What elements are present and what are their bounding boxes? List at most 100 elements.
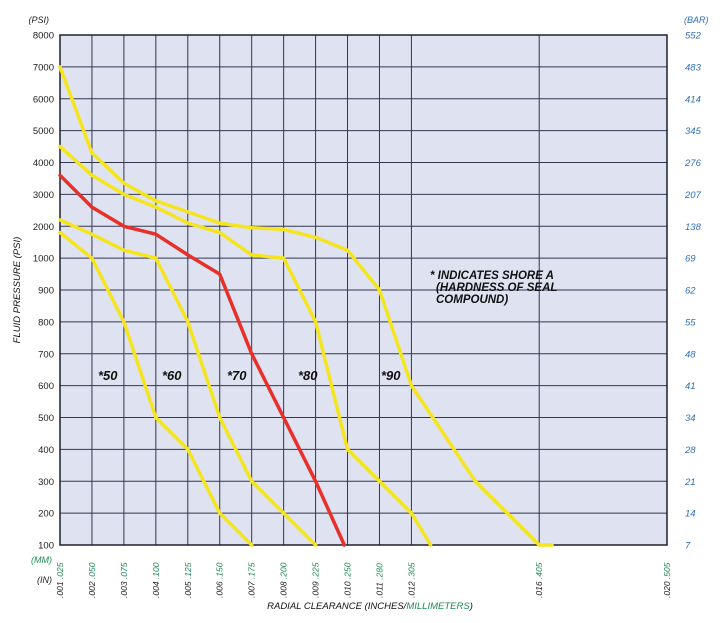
y-tick-label-psi: 8000 [33, 31, 54, 42]
y-tick-label-bar: 483 [685, 62, 702, 73]
x-axis-title-mm: MILLIMETERS [406, 601, 470, 612]
x-tick-inches: .011 [374, 580, 384, 598]
labels-layer: 8000 552 7000 483 6000 414 5000 345 4000 276 3000 2… [33, 31, 702, 599]
series-line-90 [58, 65, 554, 547]
y-tick-label-psi: 700 [38, 349, 54, 360]
x-tick-label: .009 .225 [311, 562, 321, 598]
x-tick-mm: .050 [87, 562, 97, 579]
x-tick-mm: .075 [119, 562, 129, 579]
x-tick-mm: .100 [151, 562, 161, 579]
x-tick-inches: .006 [215, 579, 225, 598]
y-tick-label-psi: 1000 [33, 254, 54, 265]
series-label-80: *80 [298, 368, 318, 383]
x-tick-inches: .002 [87, 579, 97, 598]
x-tick-label: .016 .405 [534, 562, 544, 598]
annotation-line-3: COMPOUND) [436, 294, 508, 306]
x-tick-inches: .005 [183, 579, 193, 598]
plot-frame [59, 34, 668, 546]
y-tick-label-psi: 7000 [33, 62, 54, 73]
y-tick-label-psi: 900 [38, 286, 54, 297]
x-tick-inches: .001 [55, 579, 65, 598]
x-unit-in-label: (IN) [37, 575, 52, 585]
x-tick-mm: .280 [374, 563, 384, 580]
series-label-90: *90 [381, 368, 401, 383]
x-tick-label: .008 .200 [279, 562, 289, 598]
series-label-50: *50 [98, 368, 118, 383]
x-tick-inches: .012 [406, 579, 416, 598]
y-tick-label-psi: 100 [38, 541, 54, 552]
x-tick-label: .011 .280 [374, 563, 384, 598]
y-tick-label-psi: 2000 [33, 222, 54, 233]
x-tick-label: .012 .305 [406, 562, 416, 598]
x-tick-mm: .125 [183, 562, 193, 579]
x-axis-title-prefix: RADIAL CLEARANCE (INCHES/ [267, 601, 408, 612]
x-tick-mm: .505 [662, 562, 672, 579]
y-tick-label-psi: 800 [38, 317, 54, 328]
x-tick-mm: .150 [215, 562, 225, 579]
x-tick-inches: .016 [534, 579, 544, 598]
x-tick-mm: .405 [534, 562, 544, 579]
x-tick-label: .007 .175 [247, 562, 257, 598]
x-axis-title-close: ) [469, 601, 473, 612]
y-tick-label-psi: 500 [38, 413, 54, 424]
x-tick-label: .005 .125 [183, 562, 193, 598]
y-tick-label-bar: 28 [684, 445, 696, 456]
x-axis-title: RADIAL CLEARANCE (INCHES/MILLIMETERS) [267, 601, 473, 612]
x-tick-inches: .020 [662, 579, 672, 598]
y-axis-title: FLUID PRESSURE (PSI) [12, 237, 23, 344]
y-tick-label-psi: 6000 [33, 94, 54, 105]
y-tick-label-bar: 414 [685, 94, 701, 105]
y-tick-label-bar: 34 [685, 413, 696, 424]
x-tick-inches: .010 [343, 579, 353, 598]
x-tick-inches: .009 [311, 579, 321, 598]
grid [59, 34, 668, 546]
y-tick-label-psi: 600 [38, 381, 54, 392]
y-tick-label-bar: 207 [684, 190, 702, 201]
x-tick-mm: .250 [343, 562, 353, 579]
y-tick-label-bar: 21 [684, 477, 696, 488]
y-tick-label-bar: 14 [685, 509, 696, 520]
right-unit-label: (BAR) [684, 15, 709, 25]
left-unit-label: (PSI) [28, 15, 49, 25]
annotation-line-2: (HARDNESS OF SEAL [436, 282, 557, 294]
y-tick-label-bar: 62 [685, 286, 696, 297]
series-layer [58, 65, 554, 547]
x-tick-label: .006 .150 [215, 562, 225, 598]
x-tick-inches: .007 [247, 579, 257, 598]
y-tick-label-bar: 7 [685, 541, 691, 552]
x-tick-label: .004 .100 [151, 562, 161, 598]
y-tick-label-psi: 5000 [33, 126, 54, 137]
y-tick-label-psi: 200 [38, 509, 54, 520]
x-tick-mm: .175 [247, 562, 257, 579]
x-tick-label: .020 .505 [662, 562, 672, 598]
y-tick-label-bar: 276 [684, 158, 702, 169]
y-tick-label-psi: 300 [38, 477, 54, 488]
series-line-60 [58, 218, 318, 547]
y-tick-label-psi: 3000 [33, 190, 54, 201]
series-label-70: *70 [227, 368, 247, 383]
x-tick-inches: .008 [279, 579, 289, 598]
series-line-70 [58, 173, 347, 547]
y-tick-label-bar: 48 [685, 349, 696, 360]
x-tick-label: .010 .250 [343, 562, 353, 598]
y-tick-label-bar: 345 [685, 126, 702, 137]
y-tick-label-psi: 4000 [33, 158, 54, 169]
y-tick-label-bar: 552 [685, 31, 702, 42]
x-tick-inches: .004 [151, 579, 161, 598]
x-unit-mm-label: (MM) [31, 555, 52, 565]
annotation-line-1: * INDICATES SHORE A [430, 270, 554, 282]
x-tick-label: .001 .025 [55, 562, 65, 598]
x-tick-mm: .025 [55, 562, 65, 579]
y-tick-label-bar: 55 [685, 317, 696, 328]
series-line-50 [58, 230, 254, 547]
series-label-60: *60 [162, 368, 182, 383]
series-line-80 [58, 144, 433, 547]
y-tick-label-bar: 138 [685, 222, 702, 233]
x-tick-label: .002 .050 [87, 562, 97, 598]
x-tick-mm: .305 [406, 562, 416, 579]
y-tick-label-psi: 400 [38, 445, 54, 456]
x-tick-inches: .003 [119, 579, 129, 598]
y-tick-label-bar: 41 [685, 381, 696, 392]
x-tick-mm: .200 [279, 562, 289, 579]
